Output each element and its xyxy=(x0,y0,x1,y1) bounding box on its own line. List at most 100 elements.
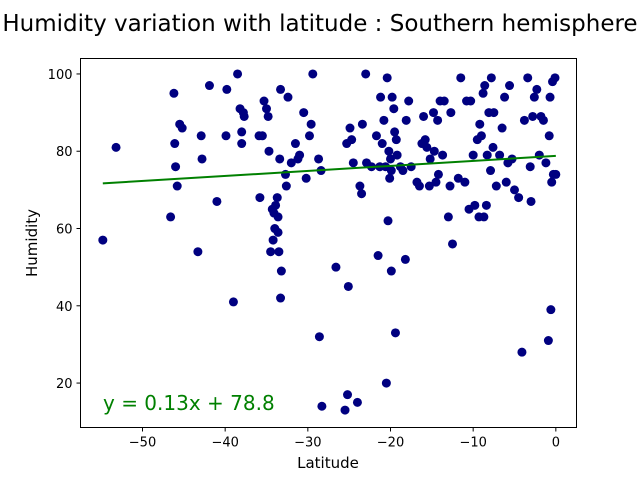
data-point xyxy=(551,169,561,179)
data-point xyxy=(475,119,485,129)
data-point xyxy=(170,139,180,149)
data-point xyxy=(381,378,391,388)
data-point xyxy=(283,92,293,102)
data-point xyxy=(171,162,181,172)
data-point xyxy=(357,119,367,129)
data-point xyxy=(453,173,463,183)
data-point xyxy=(290,139,300,149)
data-point xyxy=(486,73,496,83)
data-point xyxy=(317,401,327,411)
data-point xyxy=(433,115,443,125)
data-point xyxy=(382,73,392,83)
data-point xyxy=(169,88,179,98)
data-point xyxy=(390,328,400,338)
data-point xyxy=(479,212,489,222)
scatter-points xyxy=(98,69,561,415)
data-point xyxy=(259,96,269,106)
data-point xyxy=(237,127,247,137)
data-point xyxy=(340,405,350,415)
data-point xyxy=(352,397,362,407)
data-point xyxy=(343,390,353,400)
data-point xyxy=(262,104,271,114)
regression-equation: y = 0.13x + 78.8 xyxy=(103,391,275,415)
data-point xyxy=(371,131,381,141)
data-point xyxy=(172,181,182,191)
data-point xyxy=(377,139,387,149)
data-point xyxy=(355,181,365,191)
data-point xyxy=(204,81,214,91)
data-point xyxy=(438,150,448,160)
data-point xyxy=(456,73,466,83)
data-point xyxy=(460,177,470,187)
y-tick-label: 100 xyxy=(48,68,73,83)
data-point xyxy=(497,123,507,133)
data-point xyxy=(519,115,529,125)
data-point xyxy=(486,166,496,176)
data-point xyxy=(433,169,443,179)
data-point xyxy=(257,131,267,141)
data-point xyxy=(424,181,434,191)
data-point xyxy=(404,96,414,106)
data-point xyxy=(273,212,283,222)
data-point xyxy=(526,196,536,206)
data-point xyxy=(422,142,432,152)
data-point xyxy=(373,251,383,261)
data-point xyxy=(385,173,395,183)
data-point xyxy=(514,193,524,203)
y-axis-ticks: 20 40 60 80 100 xyxy=(48,68,81,392)
x-axis-ticks: −50 −40 −30 −20 −10 0 xyxy=(129,427,560,451)
x-tick-label: −30 xyxy=(294,436,321,451)
data-point xyxy=(510,185,519,195)
data-point xyxy=(196,131,206,141)
data-point xyxy=(547,177,557,187)
data-point xyxy=(314,332,324,342)
data-point xyxy=(306,119,316,129)
data-point xyxy=(532,84,542,94)
x-tick-label: −40 xyxy=(211,436,238,451)
data-point xyxy=(272,193,282,203)
x-tick-label: −20 xyxy=(377,436,404,451)
plot-frame xyxy=(80,58,577,428)
data-point xyxy=(237,139,247,149)
data-point xyxy=(299,108,309,118)
data-point xyxy=(266,247,276,257)
data-point xyxy=(295,150,305,160)
data-point xyxy=(400,254,410,264)
data-point xyxy=(419,111,429,121)
data-point xyxy=(428,108,438,118)
data-point xyxy=(347,135,357,145)
data-point xyxy=(348,158,358,168)
data-point xyxy=(538,115,548,125)
data-point xyxy=(528,111,538,121)
data-point xyxy=(489,108,499,118)
data-point xyxy=(276,293,286,303)
data-point xyxy=(544,131,554,141)
data-point xyxy=(304,131,314,141)
data-point xyxy=(431,177,441,187)
data-point xyxy=(491,181,501,191)
data-point xyxy=(271,200,281,210)
data-point xyxy=(228,297,238,307)
data-point xyxy=(482,150,492,160)
data-point xyxy=(505,81,515,91)
data-point xyxy=(500,92,510,102)
data-point xyxy=(275,154,285,164)
data-point xyxy=(470,200,480,210)
data-point xyxy=(550,73,560,83)
data-point xyxy=(384,146,394,156)
data-point xyxy=(383,216,393,226)
data-point xyxy=(529,92,539,102)
data-point xyxy=(445,181,455,191)
data-point xyxy=(495,150,505,160)
x-tick-label: −10 xyxy=(459,436,486,451)
data-point xyxy=(546,305,556,315)
data-point xyxy=(308,69,318,79)
data-point xyxy=(212,196,222,206)
data-point xyxy=(357,189,367,199)
data-point xyxy=(468,150,478,160)
data-point xyxy=(376,92,386,102)
data-point xyxy=(541,158,551,168)
data-point xyxy=(425,154,435,164)
data-point xyxy=(197,154,207,164)
data-point xyxy=(387,92,397,102)
